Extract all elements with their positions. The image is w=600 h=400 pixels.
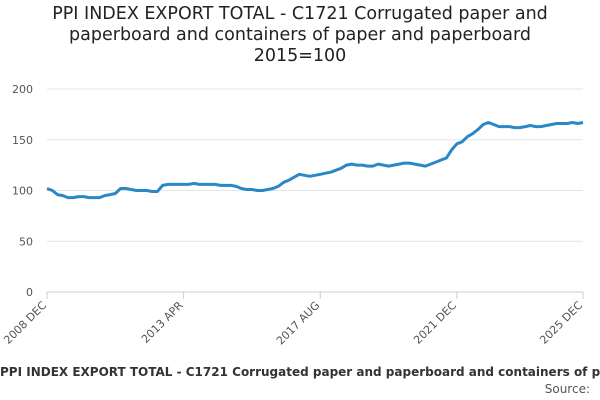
y-tick-label: 200: [12, 83, 33, 96]
chart-title-line-2: paperboard and containers of paper and p…: [69, 25, 531, 45]
series-line: [46, 121, 584, 200]
x-tick-label: 2025 DEC: [537, 299, 585, 347]
chart-title: PPI INDEX EXPORT TOTAL - C1721 Corrugate…: [0, 4, 600, 67]
legend: PPI INDEX EXPORT TOTAL - C1721 Corrugate…: [0, 365, 600, 379]
x-tick-label: 2013 APR: [139, 299, 186, 346]
legend-series-label: PPI INDEX EXPORT TOTAL - C1721 Corrugate…: [0, 365, 600, 379]
x-tick-label: 2008 DEC: [1, 299, 49, 347]
source-label: Source:: [544, 382, 590, 396]
x-tick-label: 2021 DEC: [411, 299, 459, 347]
chart-title-line-3: 2015=100: [253, 46, 347, 66]
y-tick-label: 0: [26, 286, 33, 299]
x-tick-label: 2017 AUG: [274, 299, 323, 348]
y-tick-label: 100: [12, 185, 33, 198]
y-tick-label: 150: [12, 134, 33, 147]
chart-title-line-1: PPI INDEX EXPORT TOTAL - C1721 Corrugate…: [52, 4, 548, 24]
y-tick-label: 50: [19, 235, 33, 248]
